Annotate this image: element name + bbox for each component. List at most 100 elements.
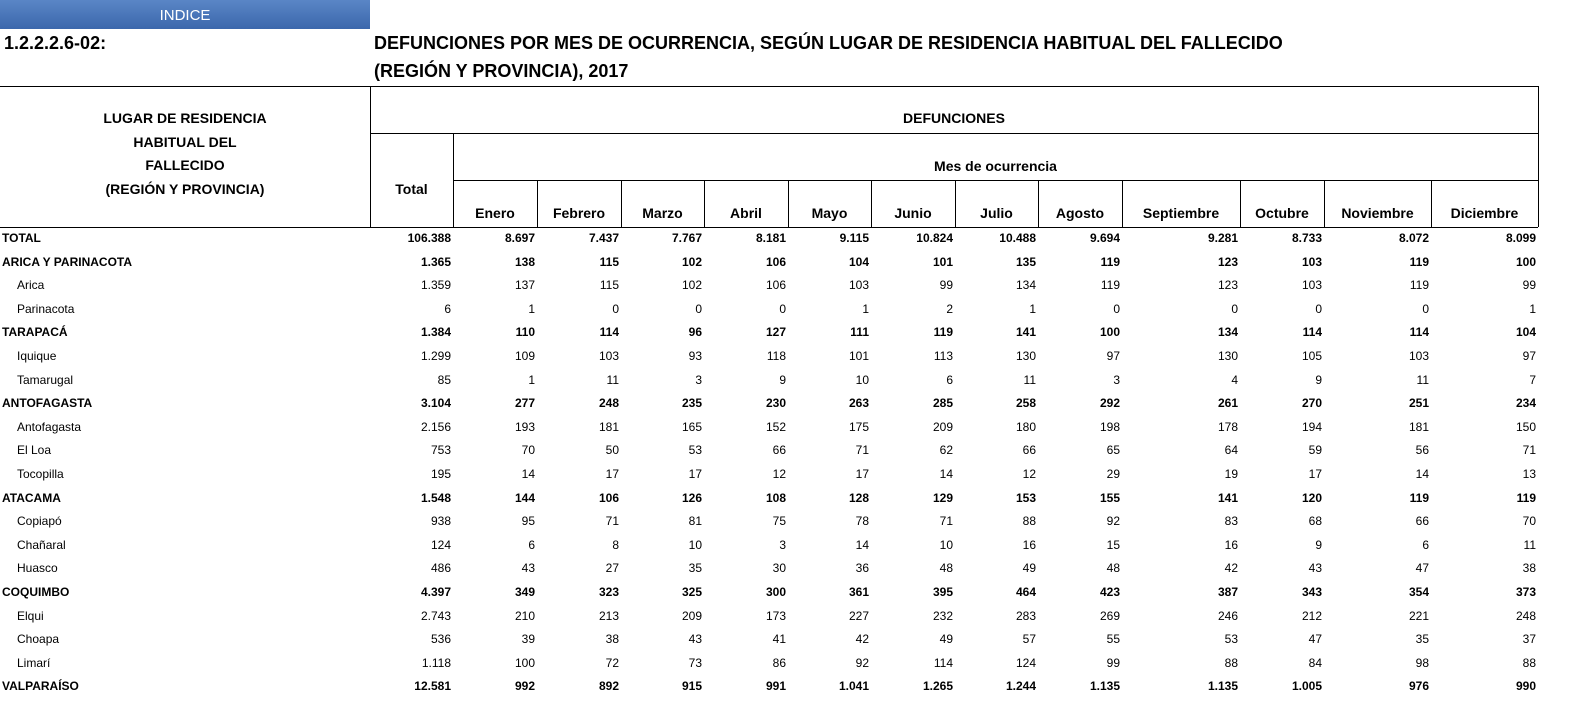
cell-value: 138 <box>514 254 535 269</box>
cell-value: 248 <box>598 396 619 411</box>
cell-value: 27 <box>605 561 619 576</box>
cell-value: 70 <box>1522 514 1536 529</box>
cell-value: 464 <box>1015 585 1036 599</box>
cell-value: 10 <box>688 537 702 552</box>
cell-value: 232 <box>932 608 953 623</box>
row-label: Antofagasta <box>17 419 82 434</box>
cell-value: 325 <box>681 585 702 599</box>
cell-value: 1 <box>1029 301 1036 316</box>
month-group-header: Mes de ocurrencia <box>934 158 1057 174</box>
cell-value: 6 <box>946 372 953 387</box>
cell-value: 98 <box>1415 655 1429 670</box>
cell-value: 10.488 <box>999 231 1036 245</box>
cell-value: 49 <box>1022 561 1036 576</box>
cell-value: 178 <box>1217 419 1238 434</box>
border <box>370 86 371 227</box>
cell-value: 1.365 <box>420 254 451 269</box>
cell-value: 123 <box>1217 254 1238 269</box>
month-header: Octubre <box>1255 205 1309 221</box>
cell-value: 0 <box>612 301 619 316</box>
cell-value: 235 <box>681 396 702 411</box>
border <box>1324 180 1325 227</box>
cell-value: 261 <box>1217 396 1238 411</box>
cell-value: 137 <box>514 278 535 293</box>
cell-value: 16 <box>1224 537 1238 552</box>
cell-value: 38 <box>1522 561 1536 576</box>
row-label: Elqui <box>17 608 44 623</box>
cell-value: 17 <box>855 467 869 481</box>
row-label: Chañaral <box>17 537 66 552</box>
cell-value: 95 <box>521 514 535 529</box>
cell-value: 3 <box>1113 372 1120 387</box>
cell-value: 938 <box>430 514 451 529</box>
month-header: Mayo <box>811 205 848 221</box>
cell-value: 83 <box>1224 514 1238 529</box>
cell-value: 395 <box>932 585 953 599</box>
cell-value: 180 <box>1015 419 1036 434</box>
cell-value: 9.694 <box>1089 231 1120 245</box>
cell-value: 127 <box>765 325 786 340</box>
cell-value: 29 <box>1106 467 1120 481</box>
cell-value: 251 <box>1408 396 1429 411</box>
cell-value: 6 <box>528 537 535 552</box>
cell-value: 354 <box>1408 585 1429 599</box>
cell-value: 36 <box>855 561 869 576</box>
row-label: Choapa <box>17 632 60 647</box>
cell-value: 92 <box>1106 514 1120 529</box>
cell-value: 78 <box>855 514 869 529</box>
cell-value: 103 <box>1301 278 1322 293</box>
cell-value: 35 <box>688 561 702 576</box>
border <box>1431 180 1432 227</box>
cell-value: 113 <box>933 349 953 363</box>
row-header: HABITUAL DEL <box>133 133 237 150</box>
cell-value: 53 <box>688 443 702 458</box>
border <box>704 180 705 227</box>
cell-value: 42 <box>855 632 869 647</box>
cell-value: 141 <box>1217 490 1238 505</box>
cell-value: 48 <box>1106 561 1120 576</box>
cell-value: 6 <box>444 301 451 316</box>
title-line: (REGIÓN Y PROVINCIA), 2017 <box>374 61 629 81</box>
cell-value: 96 <box>688 325 702 340</box>
cell-value: 71 <box>939 514 953 529</box>
cell-value: 4.397 <box>420 585 451 599</box>
cell-value: 152 <box>765 419 786 434</box>
cell-value: 66 <box>1022 443 1036 458</box>
cell-value: 86 <box>772 655 786 670</box>
cell-value: 103 <box>1408 349 1429 363</box>
cell-value: 198 <box>1099 419 1120 434</box>
cell-value: 115 <box>599 254 619 269</box>
border <box>621 180 622 227</box>
cell-value: 56 <box>1415 443 1429 458</box>
cell-value: 106 <box>598 490 619 505</box>
cell-value: 991 <box>765 679 786 694</box>
cell-value: 175 <box>848 419 869 434</box>
cell-value: 4 <box>1231 372 1238 387</box>
cell-value: 99 <box>1106 655 1120 670</box>
month-header: Agosto <box>1055 205 1105 221</box>
month-header: Febrero <box>552 205 606 221</box>
cell-value: 17 <box>605 467 619 481</box>
cell-value: 88 <box>1522 655 1536 670</box>
cell-value: 129 <box>932 490 953 505</box>
cell-value: 128 <box>848 490 869 505</box>
cell-value: 193 <box>514 419 535 434</box>
cell-value: 141 <box>1015 325 1036 340</box>
cell-value: 42 <box>1224 561 1238 576</box>
cell-value: 373 <box>1515 585 1536 599</box>
cell-value: 209 <box>681 608 702 623</box>
cell-value: 0 <box>1422 301 1429 316</box>
cell-value: 8.697 <box>504 231 535 245</box>
cell-value: 10 <box>939 537 953 552</box>
cell-value: 150 <box>1515 419 1536 434</box>
index-button[interactable]: INDICE <box>0 0 370 29</box>
cell-value: 9.115 <box>839 231 869 245</box>
cell-value: 209 <box>932 419 953 434</box>
cell-value: 9 <box>1315 372 1322 387</box>
cell-value: 97 <box>1106 349 1120 363</box>
cell-value: 109 <box>514 349 535 363</box>
cell-value: 248 <box>1515 608 1536 623</box>
row-label: COQUIMBO <box>2 585 70 599</box>
cell-value: 47 <box>1415 561 1429 576</box>
